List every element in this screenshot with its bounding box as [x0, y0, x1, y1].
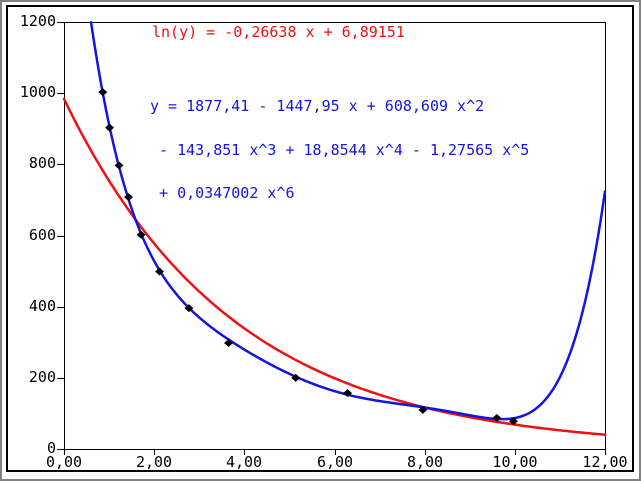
poly-fit-equation: y = 1877,41 - 1447,95 x + 608,609 x^2 - …	[150, 70, 529, 230]
y-tick-label: 600	[28, 226, 56, 244]
y-tick-label: 200	[28, 368, 56, 386]
poly-fit-equation-line3: + 0,0347002 x^6	[150, 184, 295, 202]
data-point-marker	[136, 230, 146, 239]
data-point-marker	[224, 338, 234, 347]
data-point-marker	[418, 405, 428, 414]
y-tick-label: 400	[28, 297, 56, 315]
data-point-marker	[291, 373, 301, 382]
data-points	[98, 88, 518, 426]
x-tick-label: 12,00	[582, 453, 628, 471]
data-point-marker	[123, 193, 133, 202]
data-point-marker	[155, 267, 165, 276]
data-point-marker	[98, 88, 108, 97]
exp-fit-curve	[62, 97, 607, 436]
data-point-marker	[184, 304, 194, 313]
chart-frame-border	[6, 5, 634, 472]
data-point-marker	[492, 414, 502, 423]
data-point-marker	[105, 123, 115, 132]
x-tick-label: 4,00	[225, 453, 263, 471]
x-tick-label: 2,00	[135, 453, 173, 471]
poly-fit-equation-line1: y = 1877,41 - 1447,95 x + 608,609 x^2	[150, 97, 485, 115]
y-tick-label: 1000	[19, 83, 56, 101]
data-point-marker	[343, 389, 353, 398]
y-tick-label: 0	[46, 439, 56, 457]
x-tick-label: 0,00	[45, 453, 83, 471]
x-tick-label: 8,00	[406, 453, 444, 471]
y-tick-label: 1200	[19, 12, 56, 30]
exp-fit-equation: ln(y) = -0,26638 x + 6,89151	[152, 23, 405, 41]
x-tick-label: 6,00	[316, 453, 354, 471]
data-point-marker	[508, 417, 518, 426]
y-tick-label: 800	[28, 154, 56, 172]
x-tick-label: 10,00	[492, 453, 538, 471]
data-point-marker	[114, 161, 124, 170]
poly-fit-equation-line2: - 143,851 x^3 + 18,8544 x^4 - 1,27565 x^…	[150, 140, 530, 159]
